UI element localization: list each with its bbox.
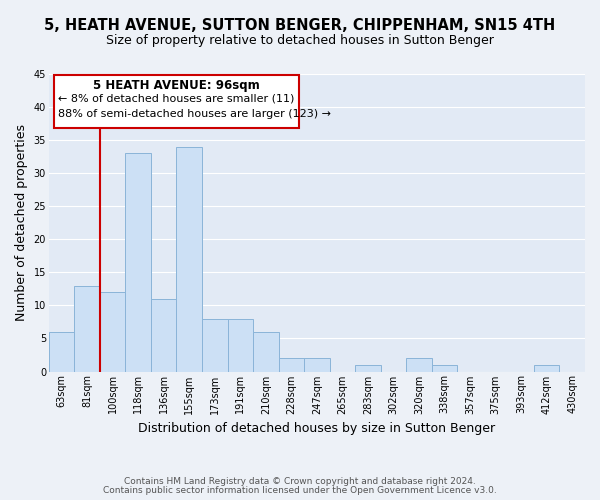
Bar bbox=[406, 358, 432, 372]
Text: 88% of semi-detached houses are larger (123) →: 88% of semi-detached houses are larger (… bbox=[58, 108, 331, 118]
Bar bbox=[432, 365, 457, 372]
Bar bbox=[227, 318, 253, 372]
Text: Contains public sector information licensed under the Open Government Licence v3: Contains public sector information licen… bbox=[103, 486, 497, 495]
Bar bbox=[151, 299, 176, 372]
Bar bbox=[304, 358, 329, 372]
Y-axis label: Number of detached properties: Number of detached properties bbox=[15, 124, 28, 322]
Bar bbox=[534, 365, 559, 372]
Text: 5, HEATH AVENUE, SUTTON BENGER, CHIPPENHAM, SN15 4TH: 5, HEATH AVENUE, SUTTON BENGER, CHIPPENH… bbox=[44, 18, 556, 32]
Bar bbox=[355, 365, 381, 372]
Bar bbox=[125, 154, 151, 372]
Text: ← 8% of detached houses are smaller (11): ← 8% of detached houses are smaller (11) bbox=[58, 94, 294, 104]
Bar bbox=[253, 332, 278, 372]
Bar bbox=[176, 146, 202, 372]
Bar bbox=[278, 358, 304, 372]
FancyBboxPatch shape bbox=[54, 76, 299, 128]
X-axis label: Distribution of detached houses by size in Sutton Benger: Distribution of detached houses by size … bbox=[139, 422, 496, 435]
Bar bbox=[74, 286, 100, 372]
Bar bbox=[202, 318, 227, 372]
Text: Contains HM Land Registry data © Crown copyright and database right 2024.: Contains HM Land Registry data © Crown c… bbox=[124, 477, 476, 486]
Bar bbox=[100, 292, 125, 372]
Text: Size of property relative to detached houses in Sutton Benger: Size of property relative to detached ho… bbox=[106, 34, 494, 47]
Text: 5 HEATH AVENUE: 96sqm: 5 HEATH AVENUE: 96sqm bbox=[93, 78, 260, 92]
Bar bbox=[49, 332, 74, 372]
